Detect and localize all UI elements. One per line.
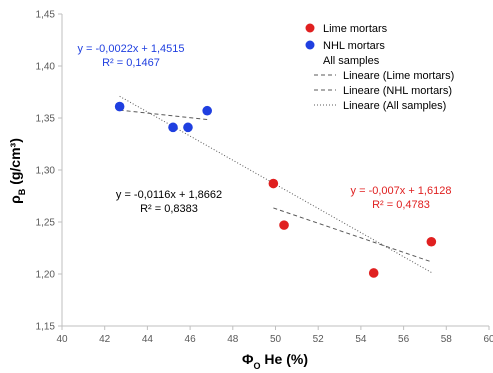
equation-nhl-r2: R² = 0,1467 xyxy=(102,57,160,69)
y-tick-label: 1,25 xyxy=(36,218,56,229)
nhl-mortar-point xyxy=(183,122,193,133)
data-points xyxy=(114,101,437,278)
nhl-mortar-point xyxy=(202,105,212,116)
y-axis-title: ρB (g/cm³) xyxy=(7,138,27,204)
equation-all-r2: R² = 0,8383 xyxy=(140,203,198,215)
y-tick-label: 1,15 xyxy=(36,322,56,333)
x-tick-label: 44 xyxy=(142,334,154,345)
equation-lime-r2: R² = 0,4783 xyxy=(372,199,430,211)
equation-lime: y = -0,007x + 1,6128 R² = 0,4783 xyxy=(351,185,452,211)
x-axis-title-sub: O xyxy=(254,361,261,371)
equation-all: y = -0,0116x + 1,8662 R² = 0,8383 xyxy=(116,189,222,215)
legend: Lime mortars NHL mortars All samples Lin… xyxy=(305,23,454,112)
x-tick-label: 52 xyxy=(313,334,325,345)
y-tick-label: 1,40 xyxy=(36,62,56,73)
trendline-lime xyxy=(273,207,432,263)
legend-marker-nhl xyxy=(305,40,315,50)
trendlines xyxy=(119,95,432,273)
equation-nhl: y = -0,0022x + 1,4515 R² = 0,1467 xyxy=(77,43,184,69)
x-tick-labels: 40 42 44 46 48 50 52 54 56 58 60 xyxy=(56,326,493,345)
y-tick-label: 1,35 xyxy=(36,114,56,125)
legend-label-all: All samples xyxy=(323,55,380,67)
x-tick-label: 42 xyxy=(99,334,111,345)
lime-mortar-point xyxy=(368,268,379,278)
x-tick-label: 56 xyxy=(398,334,410,345)
trendline-nhl xyxy=(119,109,208,121)
equation-all-formula: y = -0,0116x + 1,8662 xyxy=(116,189,222,201)
nhl-mortar-point xyxy=(114,101,125,112)
equation-nhl-formula: y = -0,0022x + 1,4515 xyxy=(77,43,184,55)
y-axis-title-rest: (g/cm³) xyxy=(7,138,23,189)
y-tick-label: 1,30 xyxy=(36,166,56,177)
y-axis-title-main: ρ xyxy=(7,195,23,204)
x-tick-label: 60 xyxy=(483,334,493,345)
lime-mortar-point xyxy=(268,178,279,189)
legend-label-nhl: NHL mortars xyxy=(323,40,385,52)
legend-label-lime: Lime mortars xyxy=(323,23,388,35)
y-axis-title-sub: B xyxy=(17,188,27,195)
x-tick-label: 46 xyxy=(185,334,197,345)
legend-label-trend-all: Lineare (All samples) xyxy=(343,100,446,112)
x-axis-title-rest: He (%) xyxy=(261,351,308,367)
lime-mortar-point xyxy=(279,220,289,230)
equation-lime-formula: y = -0,007x + 1,6128 xyxy=(351,185,452,197)
x-axis-title: ΦO He (%) xyxy=(242,351,308,371)
lime-mortar-point xyxy=(426,236,437,247)
y-tick-label: 1,45 xyxy=(36,10,56,21)
y-tick-labels: 1,15 1,20 1,25 1,30 1,35 1,40 1,45 xyxy=(36,10,62,333)
legend-marker-lime xyxy=(305,23,315,33)
x-tick-label: 48 xyxy=(227,334,239,345)
legend-label-trend-nhl: Lineare (NHL mortars) xyxy=(343,85,452,97)
x-axis-title-main: Φ xyxy=(242,351,254,367)
nhl-mortar-point xyxy=(168,122,178,133)
x-tick-label: 58 xyxy=(441,334,453,345)
x-tick-label: 40 xyxy=(56,334,68,345)
x-tick-label: 54 xyxy=(355,334,367,345)
x-tick-label: 50 xyxy=(270,334,282,345)
legend-label-trend-lime: Lineare (Lime mortars) xyxy=(343,70,454,82)
y-tick-label: 1,20 xyxy=(36,270,56,281)
